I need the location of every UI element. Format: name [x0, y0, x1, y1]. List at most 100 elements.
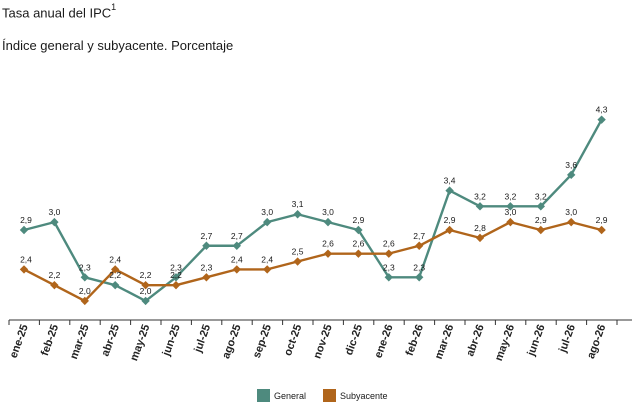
data-label-subyacente: 2,4: [20, 254, 32, 264]
data-point-subyacente: [445, 225, 454, 235]
data-point-subyacente: [111, 265, 120, 274]
data-point-general: [506, 202, 515, 211]
x-tick-label: ene-26: [372, 323, 395, 360]
data-label-general: 3,2: [474, 191, 486, 201]
x-tick-label: jul-25: [192, 323, 213, 355]
x-tick-label: oct-25: [282, 323, 304, 358]
data-label-subyacente: 2,8: [474, 223, 486, 233]
series-layer: [19, 115, 606, 306]
x-tick-label: jun-26: [525, 323, 548, 358]
x-tick-labels: ene-25 feb-25 mar-25 abr-25 may-25 jun-25 jul-…: [8, 323, 609, 363]
data-label-general: 2,9: [352, 215, 364, 225]
data-point-subyacente: [80, 296, 89, 306]
x-tick-label: abr-26: [464, 323, 487, 358]
data-label-general: 3,1: [292, 199, 304, 209]
x-tick-label: jul-26: [557, 323, 578, 355]
x-tick-label: feb-26: [404, 323, 426, 358]
title-text: Tasa anual del IPC: [2, 5, 112, 21]
data-label-subyacente: 2,7: [413, 231, 425, 241]
data-point-subyacente: [506, 217, 515, 227]
data-point-general: [202, 241, 211, 250]
data-label-subyacente: 2,4: [261, 254, 273, 264]
data-label-subyacente: 2,6: [352, 239, 364, 249]
legend: General Subyacente: [0, 389, 643, 403]
x-axis: [8, 319, 632, 325]
legend-label: General: [274, 390, 307, 401]
data-label-general: 2,3: [383, 262, 395, 272]
data-point-subyacente: [384, 249, 393, 258]
data-point-general: [384, 273, 393, 282]
legend-item-general: General: [257, 389, 306, 402]
data-point-general: [323, 217, 333, 227]
chart-subtitle: Índice general y subyacente. Porcentaje: [2, 38, 234, 53]
data-label-subyacente: 3,0: [504, 207, 516, 217]
data-label-subyacente: 2,4: [231, 254, 243, 264]
data-point-subyacente: [50, 280, 59, 290]
data-label-general: 2,3: [170, 262, 182, 272]
x-tick-label: mar-25: [68, 323, 92, 361]
data-label-subyacente: 2,9: [596, 215, 608, 225]
series-line-general: [23, 119, 603, 303]
data-point-general: [171, 273, 181, 282]
data-label-general: 3,4: [444, 176, 456, 186]
data-label-subyacente: 2,0: [79, 286, 91, 296]
data-point-subyacente: [232, 265, 241, 274]
x-tick-label: sep-25: [251, 323, 274, 360]
data-label-subyacente: 2,9: [444, 215, 456, 225]
data-label-subyacente: 2,9: [535, 215, 547, 225]
data-point-general: [80, 273, 89, 282]
data-point-general: [445, 186, 454, 195]
data-label-subyacente: 2,3: [200, 262, 212, 272]
legend-swatch: [257, 389, 270, 402]
data-label-general: 3,0: [261, 207, 273, 217]
line-chart: 2,93,02,32,22,02,32,7 2,73,03,13,02,92,3 2…: [8, 105, 632, 363]
data-point-subyacente: [475, 233, 485, 243]
data-label-subyacente: 2,6: [322, 239, 334, 249]
x-tick-label: ago-25: [220, 323, 243, 360]
data-label-general: 3,2: [504, 191, 516, 201]
data-label-general: 4,3: [596, 105, 608, 115]
data-label-general: 2,3: [79, 262, 91, 272]
data-label-general: 2,3: [413, 262, 425, 272]
data-label-general: 2,7: [200, 231, 212, 241]
data-point-general: [111, 280, 120, 290]
data-point-general: [354, 225, 363, 235]
data-point-general: [232, 241, 241, 250]
data-point-subyacente: [415, 241, 424, 250]
data-label-general: 2,2: [109, 270, 121, 280]
data-point-general: [475, 202, 485, 211]
chart-title: Tasa anual del IPC1: [2, 2, 116, 21]
x-tick-label: abr-25: [99, 323, 122, 358]
data-label-general: 3,0: [48, 207, 60, 217]
data-point-general: [19, 225, 29, 235]
data-point-subyacente: [536, 225, 545, 235]
data-point-subyacente: [354, 249, 363, 258]
data-point-general: [415, 273, 424, 282]
series-line-subyacente: [23, 220, 602, 303]
data-label-general: 3,6: [565, 160, 577, 170]
data-label-subyacente: 2,5: [292, 247, 304, 257]
x-tick-label: feb-25: [39, 323, 61, 358]
data-label-subyacente: 3,0: [565, 207, 577, 217]
data-point-subyacente: [567, 217, 576, 227]
x-tick-label: may-25: [128, 323, 152, 363]
data-point-subyacente: [597, 225, 606, 235]
x-tick-label: ene-25: [8, 323, 31, 360]
data-labels: 2,93,02,32,22,02,32,7 2,73,03,13,02,92,3 2…: [20, 105, 608, 296]
data-label-general: 2,9: [20, 215, 32, 225]
data-point-general: [567, 170, 576, 180]
data-label-general: 3,2: [535, 191, 547, 201]
legend-label: Subyacente: [340, 390, 388, 401]
data-point-subyacente: [293, 257, 302, 266]
data-label-general: 3,0: [322, 207, 334, 217]
data-point-general: [597, 115, 606, 124]
data-point-general: [50, 217, 59, 227]
legend-swatch: [323, 389, 336, 402]
data-label-general: 2,7: [231, 231, 243, 241]
x-tick-label: may-26: [493, 323, 517, 363]
x-tick-label: nov-25: [311, 323, 334, 360]
x-tick-label: mar-26: [433, 323, 457, 361]
data-label-subyacente: 2,2: [170, 270, 182, 280]
data-point-subyacente: [171, 280, 181, 290]
data-point-subyacente: [19, 265, 29, 274]
